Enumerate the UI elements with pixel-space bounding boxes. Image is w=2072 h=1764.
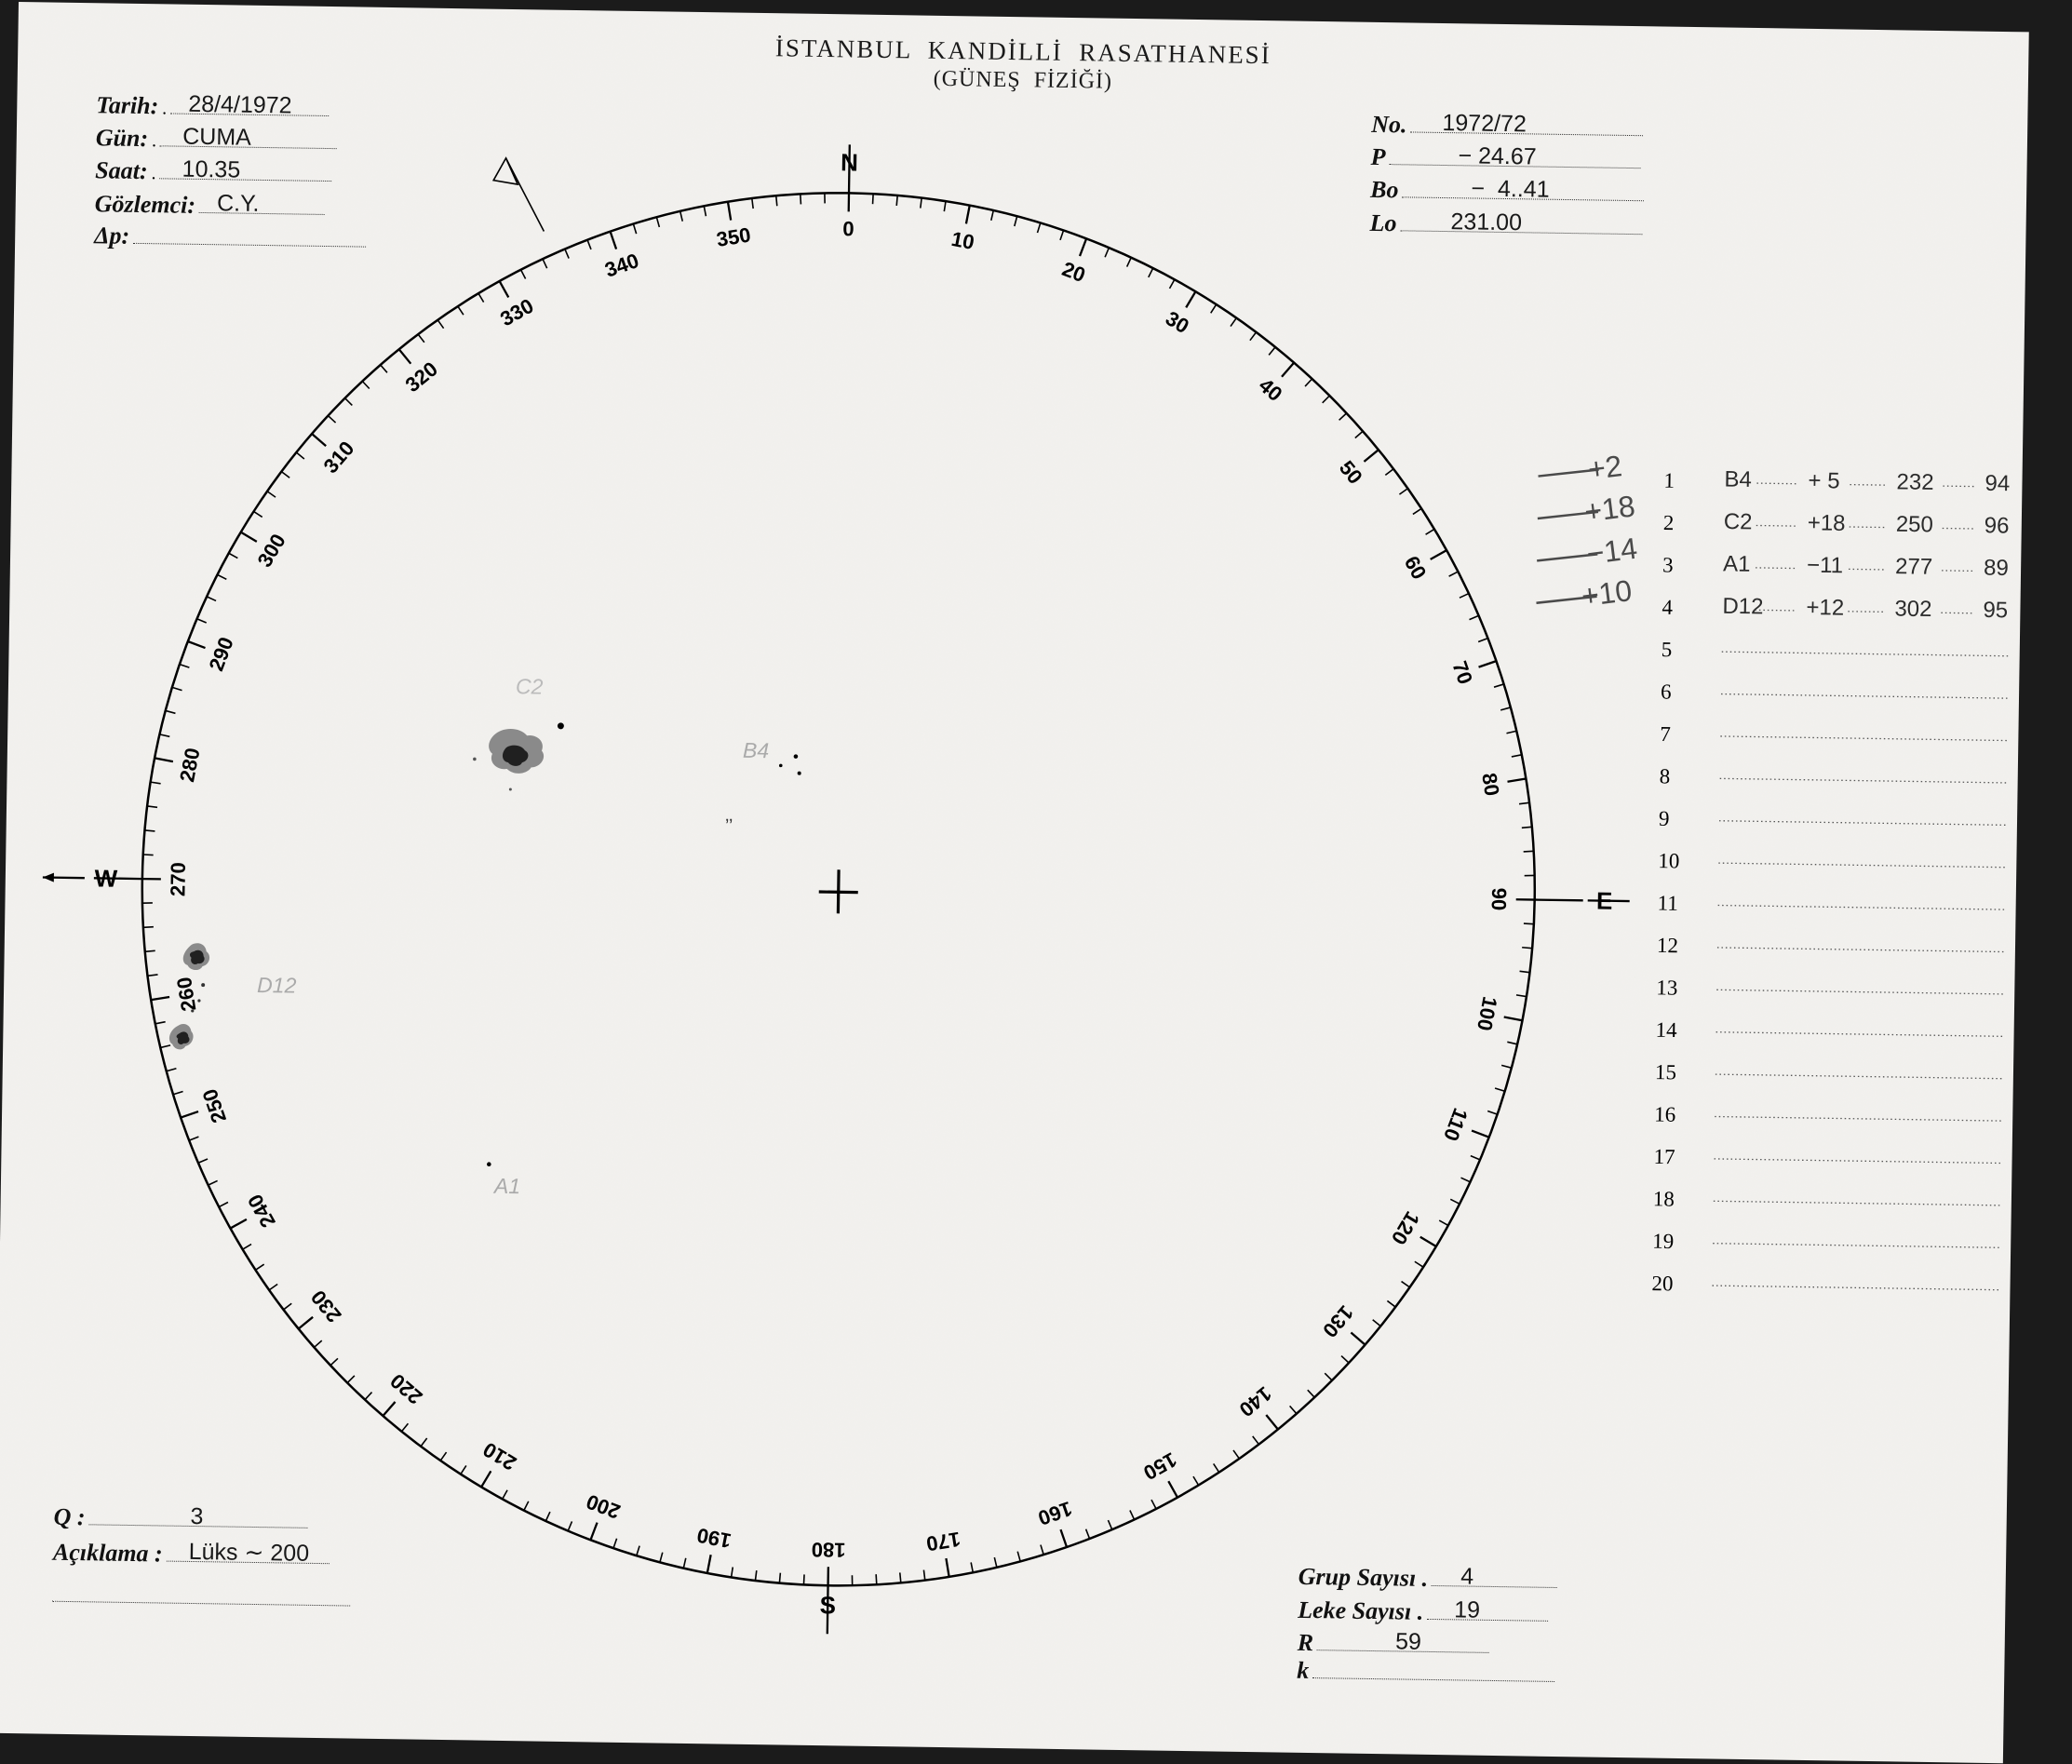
svg-text:170: 170 — [924, 1528, 962, 1556]
svg-text:20: 20 — [1651, 1272, 1673, 1295]
svg-text:14: 14 — [1655, 1018, 1677, 1042]
svg-text:90: 90 — [1487, 888, 1511, 911]
svg-text:220: 220 — [385, 1369, 426, 1409]
svg-text:+18: +18 — [1582, 489, 1636, 528]
svg-text:120: 120 — [1387, 1207, 1424, 1248]
svg-text:1: 1 — [1663, 469, 1675, 492]
svg-text:D12: D12 — [257, 973, 297, 998]
svg-text:10: 10 — [1658, 849, 1679, 872]
svg-text:19: 19 — [1652, 1230, 1674, 1253]
svg-text:10: 10 — [949, 227, 976, 254]
svg-text:18: 18 — [1653, 1187, 1675, 1210]
svg-text:210: 210 — [479, 1437, 520, 1474]
svg-text:270: 270 — [166, 862, 190, 896]
svg-text:150: 150 — [1139, 1448, 1180, 1485]
svg-text:240: 240 — [243, 1191, 280, 1232]
svg-text:5: 5 — [1662, 638, 1673, 661]
svg-text:230: 230 — [306, 1286, 346, 1326]
svg-text:70: 70 — [1447, 658, 1477, 687]
svg-text:180: 180 — [812, 1538, 846, 1562]
svg-text:0: 0 — [842, 217, 854, 240]
svg-text:260: 260 — [172, 976, 201, 1013]
svg-text:B4: B4 — [1724, 467, 1752, 492]
svg-text:140: 140 — [1235, 1382, 1276, 1422]
svg-text:16: 16 — [1654, 1103, 1675, 1126]
svg-text:30: 30 — [1162, 306, 1193, 338]
svg-text:302: 302 — [1894, 597, 1931, 623]
svg-text:12: 12 — [1657, 934, 1678, 957]
svg-text:232: 232 — [1896, 469, 1933, 495]
svg-text:95: 95 — [1983, 598, 2008, 623]
svg-text:−14: −14 — [1585, 532, 1639, 571]
svg-text:A1: A1 — [1723, 551, 1751, 576]
svg-text:6: 6 — [1661, 680, 1672, 704]
svg-text:S: S — [819, 1591, 836, 1619]
svg-text:160: 160 — [1035, 1497, 1075, 1530]
svg-text:2: 2 — [1663, 511, 1675, 534]
svg-text:130: 130 — [1318, 1301, 1358, 1342]
svg-text:300: 300 — [252, 530, 289, 571]
svg-text:3: 3 — [1662, 553, 1674, 576]
svg-text:280: 280 — [175, 746, 204, 784]
svg-text:A1: A1 — [492, 1174, 521, 1198]
svg-text:8: 8 — [1660, 764, 1671, 788]
svg-text:40: 40 — [1255, 373, 1287, 406]
svg-text:350: 350 — [715, 222, 752, 251]
svg-text:+18: +18 — [1808, 510, 1846, 536]
svg-text:17: 17 — [1653, 1145, 1675, 1168]
svg-text:110: 110 — [1439, 1105, 1473, 1144]
svg-text:15: 15 — [1655, 1060, 1676, 1084]
svg-text:277: 277 — [1895, 554, 1932, 580]
svg-text:11: 11 — [1657, 892, 1678, 915]
svg-text:330: 330 — [496, 294, 537, 331]
svg-text:+ 5: + 5 — [1808, 468, 1839, 494]
svg-text:N: N — [841, 148, 858, 176]
svg-text:190: 190 — [695, 1524, 733, 1553]
svg-text:9: 9 — [1659, 807, 1670, 830]
svg-text:250: 250 — [198, 1086, 232, 1126]
svg-text:B4: B4 — [743, 738, 770, 762]
svg-text:80: 80 — [1477, 772, 1504, 798]
svg-text:89: 89 — [1984, 556, 2009, 581]
svg-text:C2: C2 — [1724, 509, 1753, 534]
svg-text:50: 50 — [1335, 456, 1367, 489]
svg-text:W: W — [94, 864, 117, 892]
svg-text:+2: +2 — [1586, 449, 1624, 486]
svg-text:13: 13 — [1656, 976, 1677, 999]
svg-text:+12: +12 — [1806, 595, 1844, 621]
svg-text:’’: ’’ — [725, 815, 733, 836]
svg-text:100: 100 — [1473, 995, 1501, 1033]
svg-text:20: 20 — [1059, 257, 1089, 287]
svg-text:D12: D12 — [1722, 594, 1763, 620]
svg-text:96: 96 — [1985, 513, 2010, 538]
svg-text:290: 290 — [204, 634, 237, 674]
svg-text:94: 94 — [1985, 471, 2010, 496]
svg-text:4: 4 — [1662, 596, 1673, 619]
svg-text:C2: C2 — [516, 674, 544, 698]
svg-text:320: 320 — [401, 357, 442, 397]
svg-text:250: 250 — [1896, 512, 1933, 538]
svg-text:310: 310 — [319, 437, 359, 478]
svg-text:+10: +10 — [1580, 573, 1634, 613]
svg-text:−11: −11 — [1807, 553, 1843, 579]
svg-text:340: 340 — [602, 249, 642, 282]
svg-text:200: 200 — [583, 1489, 623, 1523]
svg-text:7: 7 — [1660, 722, 1671, 746]
svg-text:60: 60 — [1400, 552, 1432, 584]
